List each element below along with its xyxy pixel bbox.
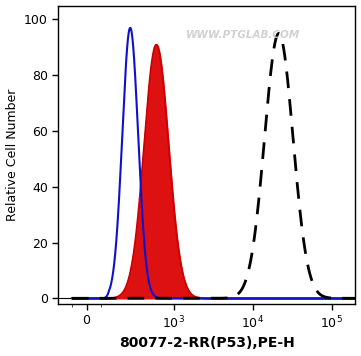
Y-axis label: Relative Cell Number: Relative Cell Number <box>5 89 18 221</box>
Text: WWW.PTGLAB.COM: WWW.PTGLAB.COM <box>186 30 300 40</box>
X-axis label: 80077-2-RR(P53),PE-H: 80077-2-RR(P53),PE-H <box>119 336 295 350</box>
